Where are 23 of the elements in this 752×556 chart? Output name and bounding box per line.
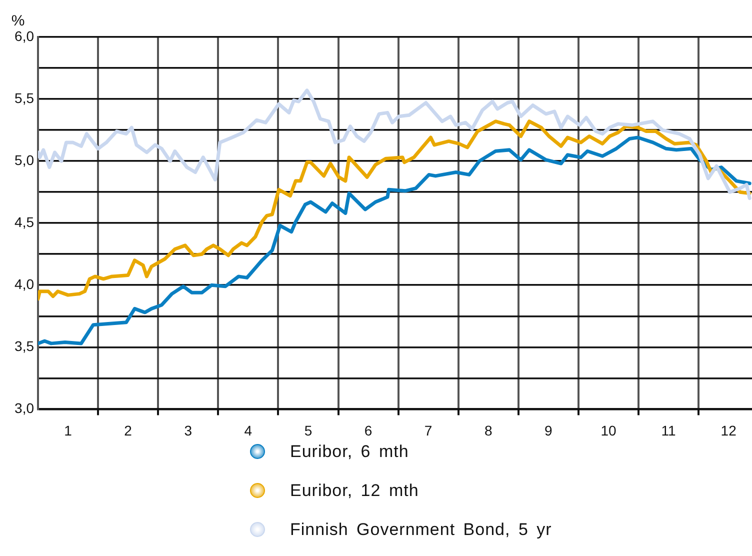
y-tick-label: 4,0 bbox=[14, 276, 34, 292]
y-tick-label: 5,0 bbox=[14, 152, 34, 168]
legend-label: Finnish Government Bond, 5 yr bbox=[290, 520, 552, 540]
x-tick-label: 2 bbox=[124, 422, 132, 438]
legend-label: Euribor, 6 mth bbox=[290, 442, 409, 462]
y-tick-label: 5,5 bbox=[14, 90, 34, 106]
y-tick-label: 6,0 bbox=[14, 28, 34, 44]
x-tick-label: 7 bbox=[424, 422, 432, 438]
y-tick-label: 3,5 bbox=[14, 338, 34, 354]
y-axis-title: % bbox=[11, 12, 25, 30]
x-tick-label: 9 bbox=[544, 422, 553, 438]
x-tick-label: 11 bbox=[661, 422, 676, 438]
x-tick-label: 8 bbox=[484, 422, 492, 438]
x-tick-label: 5 bbox=[304, 422, 312, 438]
x-tick-label: 6 bbox=[364, 422, 372, 438]
x-tick-label: 3 bbox=[184, 422, 192, 438]
legend-label: Euribor, 12 mth bbox=[290, 480, 419, 500]
y-tick-label: 4,5 bbox=[14, 214, 34, 230]
x-tick-label: 4 bbox=[244, 422, 252, 438]
x-tick-label: 10 bbox=[600, 422, 616, 438]
x-tick-label: 12 bbox=[720, 422, 737, 438]
x-tick-label: 1 bbox=[64, 422, 72, 438]
y-tick-label: 3,0 bbox=[14, 400, 34, 416]
